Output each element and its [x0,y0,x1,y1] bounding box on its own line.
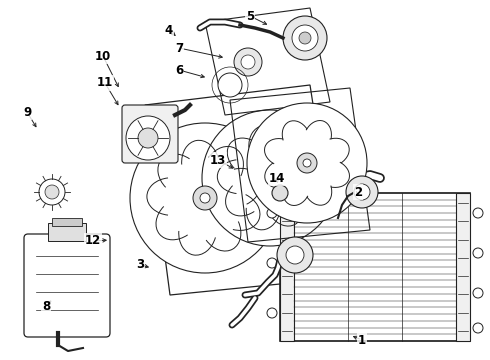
Circle shape [193,186,217,210]
Circle shape [272,185,288,201]
Circle shape [130,123,280,273]
Polygon shape [145,85,340,295]
Circle shape [202,110,338,246]
FancyBboxPatch shape [24,234,110,337]
Text: 6: 6 [175,63,183,77]
Circle shape [292,25,318,51]
Circle shape [39,179,65,205]
Text: 9: 9 [23,105,31,118]
Circle shape [277,237,313,273]
Circle shape [267,208,277,218]
Text: 7: 7 [175,41,183,54]
Circle shape [299,32,311,44]
Circle shape [218,73,242,97]
Text: 11: 11 [97,77,113,90]
Text: 8: 8 [42,301,50,314]
Text: 2: 2 [354,185,362,198]
Circle shape [354,184,370,200]
Bar [280,193,294,341]
Bar [48,223,86,241]
Bar [280,193,470,341]
Circle shape [267,308,277,318]
Circle shape [346,176,378,208]
Circle shape [473,323,483,333]
Circle shape [283,16,327,60]
Circle shape [297,153,317,173]
Text: 1: 1 [358,333,366,346]
Circle shape [200,193,210,203]
Circle shape [241,55,255,69]
Circle shape [473,208,483,218]
Circle shape [473,288,483,298]
Text: 13: 13 [210,153,226,166]
Circle shape [234,48,262,76]
Bar [456,193,470,341]
Bar [52,218,82,226]
FancyBboxPatch shape [122,105,178,163]
Circle shape [265,173,275,183]
Circle shape [247,103,367,223]
Circle shape [259,167,281,189]
Text: 10: 10 [95,49,111,63]
Circle shape [473,248,483,258]
Circle shape [45,185,59,199]
Text: 14: 14 [269,171,285,184]
Text: 5: 5 [246,9,254,22]
Text: 4: 4 [165,23,173,36]
Circle shape [303,159,311,167]
Circle shape [267,258,277,268]
Text: 12: 12 [85,234,101,248]
Text: 3: 3 [136,258,144,271]
Circle shape [286,246,304,264]
Circle shape [126,116,170,160]
Circle shape [138,128,158,148]
